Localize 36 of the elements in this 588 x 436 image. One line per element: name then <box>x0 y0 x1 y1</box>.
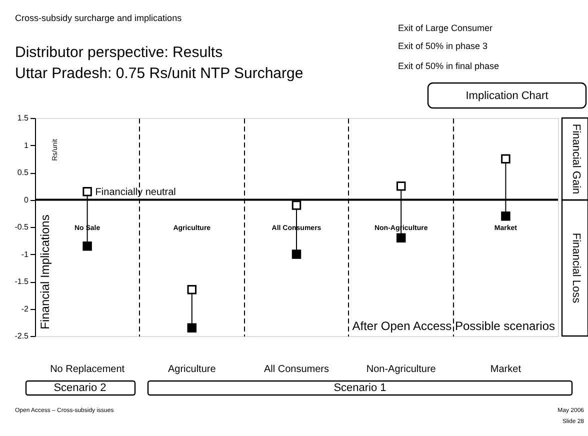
point <box>396 233 406 243</box>
y-tick-label: 1.5 <box>17 114 30 122</box>
point <box>292 250 302 259</box>
point <box>82 186 92 196</box>
text: All Consumers <box>264 364 330 375</box>
y-tick-label: 1 <box>24 140 30 150</box>
y-axis-title: Financial Implications <box>38 214 52 330</box>
point <box>187 285 197 294</box>
text: Financial Gain <box>570 124 582 194</box>
annotation: After Open Access Possible scenarios <box>352 319 555 333</box>
text: Market <box>490 364 522 375</box>
chart-subtitle: Distributor perspective: Results Uttar Pradesh: 0.75 Rs/unit NTP Surcharge <box>15 44 304 82</box>
text: Exit of Large Consumer <box>398 23 493 33</box>
text: Financial Loss <box>570 232 582 304</box>
point <box>501 154 510 164</box>
y-tick-label: -0.5 <box>14 222 30 232</box>
text: Implication Chart <box>466 90 548 102</box>
chart-title: Cross-subsidy surcharge and implications <box>15 13 182 23</box>
y-tick-label: -2 <box>21 304 30 314</box>
text: Agriculture <box>168 364 216 375</box>
y-tick-label: 0.5 <box>17 168 30 177</box>
point <box>82 241 92 251</box>
y-tick-label: 0 <box>24 195 30 204</box>
point <box>187 323 197 332</box>
text: Scenario 2 <box>54 382 106 394</box>
y-tick-label: -2.5 <box>14 332 30 340</box>
text: Exit of 50% in phase 3 <box>398 41 488 51</box>
text: No Replacement <box>50 364 125 375</box>
point <box>292 200 302 210</box>
text: Scenario 1 <box>334 382 386 394</box>
point <box>396 182 406 191</box>
text: Exit of 50% in final phase <box>398 61 500 71</box>
y-tick-label: -1 <box>21 250 30 259</box>
text: Non-Agriculture <box>366 364 436 375</box>
y-tick-label: -1.5 <box>14 277 30 286</box>
point <box>501 211 510 221</box>
